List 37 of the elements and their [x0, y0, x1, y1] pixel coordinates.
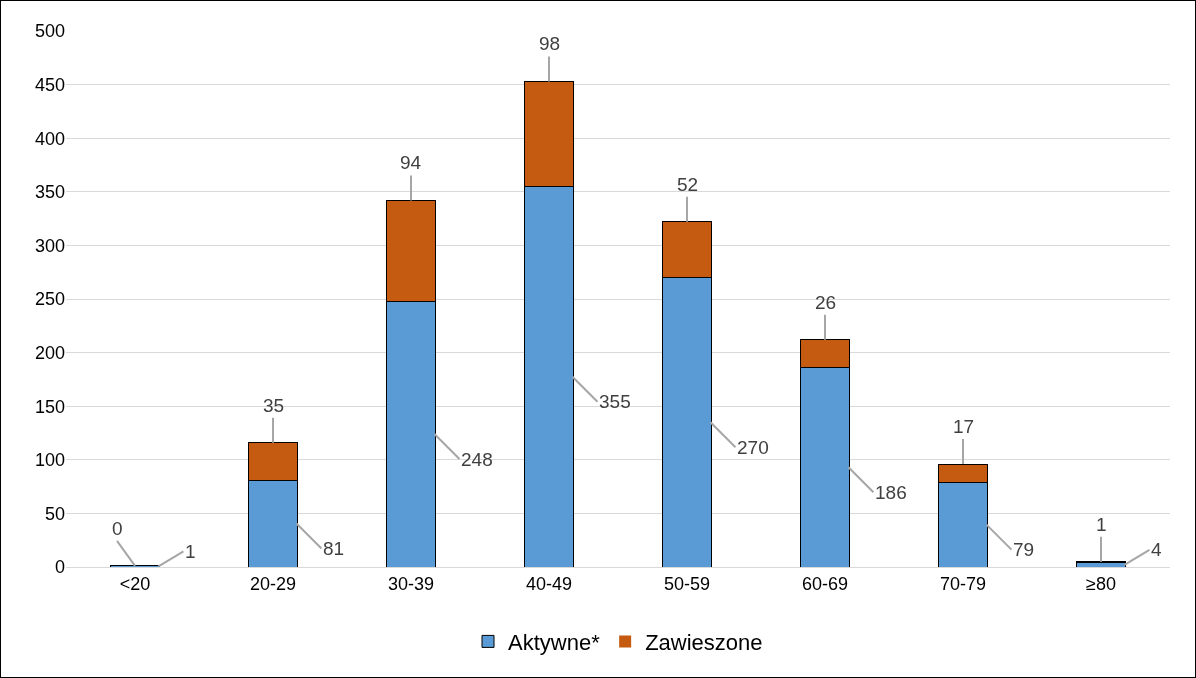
y-tick-label: 50: [44, 503, 65, 524]
y-tick-label: 200: [34, 342, 65, 363]
y-tick-label: 450: [34, 74, 65, 95]
y-tick-label: 100: [34, 450, 65, 471]
y-tick-label: 350: [34, 182, 65, 203]
x-tick-label: 20-29: [249, 573, 297, 594]
legend-label: Zawieszone: [645, 629, 763, 655]
data-label: 1: [185, 541, 196, 562]
data-label: 94: [400, 152, 422, 173]
data-label: 26: [815, 292, 837, 313]
x-tick-label: 70-79: [939, 573, 987, 594]
y-tick-label: 150: [34, 396, 65, 417]
data-label: 52: [677, 174, 699, 195]
data-label: 35: [263, 395, 285, 416]
x-tick-label: ≥80: [1086, 573, 1116, 594]
x-tick-label: 60-69: [801, 573, 849, 594]
data-label: 1: [1096, 514, 1107, 535]
data-label: 98: [539, 33, 561, 54]
data-label: 0: [112, 518, 123, 539]
data-label: 355: [599, 391, 631, 412]
y-tick-label: 300: [34, 235, 65, 256]
x-tick-label: <20: [119, 573, 151, 594]
y-tick-label: 400: [34, 128, 65, 149]
x-tick-label: 50-59: [663, 573, 711, 594]
y-tick-label: 0: [54, 557, 65, 578]
data-label: 17: [953, 416, 975, 437]
x-tick-label: 40-49: [525, 573, 573, 594]
data-label: 4: [1151, 539, 1162, 560]
y-tick-label: 250: [34, 289, 65, 310]
x-tick-label: 30-39: [387, 573, 435, 594]
legend-label: Aktywne*: [508, 629, 601, 655]
data-label: 79: [1013, 539, 1035, 560]
data-label: 81: [323, 538, 345, 559]
data-label: 186: [875, 482, 907, 503]
y-tick-label: 500: [34, 21, 65, 42]
data-label: 248: [461, 449, 493, 470]
data-label: 270: [737, 437, 769, 458]
